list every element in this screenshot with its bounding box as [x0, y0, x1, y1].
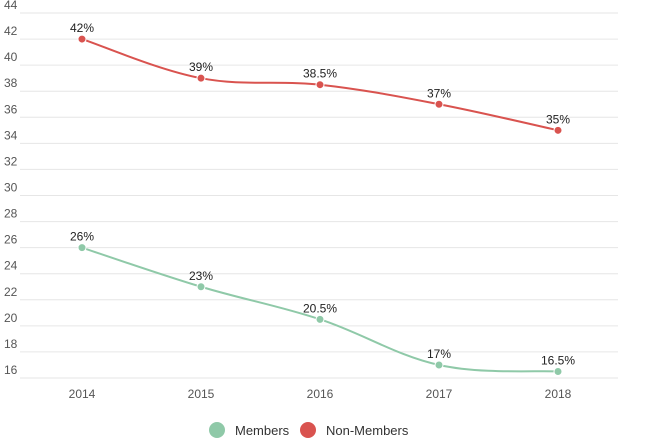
- data-label: 38.5%: [303, 67, 337, 81]
- x-tick-label: 2017: [426, 387, 453, 401]
- y-tick-label: 30: [4, 181, 18, 195]
- data-label: 42%: [70, 21, 94, 35]
- y-tick-label: 42: [4, 24, 18, 38]
- data-label: 26%: [70, 230, 94, 244]
- data-point: [77, 34, 87, 44]
- data-label: 37%: [427, 86, 451, 100]
- y-tick-label: 28: [4, 207, 18, 221]
- legend-label-members: Members: [235, 423, 290, 438]
- data-label: 39%: [189, 60, 213, 74]
- y-tick-label: 40: [4, 50, 18, 64]
- data-point: [315, 314, 325, 324]
- series-members: 26% 23% 20.5% 17% 16.5%: [70, 230, 575, 376]
- x-tick-label: 2016: [307, 387, 334, 401]
- data-point: [196, 282, 206, 292]
- data-label: 17%: [427, 347, 451, 361]
- data-point: [434, 99, 444, 109]
- y-tick-label: 18: [4, 337, 18, 351]
- x-tick-label: 2018: [545, 387, 572, 401]
- y-tick-label: 16: [4, 363, 18, 377]
- data-point: [553, 125, 563, 135]
- y-tick-label: 22: [4, 285, 18, 299]
- series-non-members: 42% 39% 38.5% 37% 35%: [70, 21, 570, 135]
- data-label: 23%: [189, 269, 213, 283]
- gridlines: [20, 12, 618, 379]
- data-point: [196, 73, 206, 83]
- legend-label-non-members: Non-Members: [326, 423, 409, 438]
- y-tick-label: 44: [4, 0, 18, 12]
- y-tick-label: 38: [4, 76, 18, 90]
- data-point: [553, 366, 563, 376]
- data-point: [434, 360, 444, 370]
- x-tick-label: 2015: [188, 387, 215, 401]
- legend: Members Non-Members: [209, 422, 409, 438]
- y-axis: 16 18 20 22 24 26 28 30 32 34 36 38 40 42 44: [4, 0, 18, 377]
- y-tick-label: 36: [4, 102, 18, 116]
- x-axis: 2014 2015 2016 2017 2018: [69, 387, 572, 401]
- series-group: 26% 23% 20.5% 17% 16.5% 42% 39% 38.5% 37% 35%: [70, 21, 575, 376]
- x-tick-label: 2014: [69, 387, 96, 401]
- legend-marker-members: [209, 422, 225, 438]
- data-point: [77, 243, 87, 253]
- data-label: 35%: [546, 112, 570, 126]
- data-point: [315, 80, 325, 90]
- data-label: 20.5%: [303, 301, 337, 315]
- y-tick-label: 32: [4, 154, 18, 168]
- legend-marker-non-members: [300, 422, 316, 438]
- data-label: 16.5%: [541, 353, 575, 367]
- y-tick-label: 24: [4, 259, 18, 273]
- y-tick-label: 26: [4, 233, 18, 247]
- y-tick-label: 20: [4, 311, 18, 325]
- y-tick-label: 34: [4, 128, 18, 142]
